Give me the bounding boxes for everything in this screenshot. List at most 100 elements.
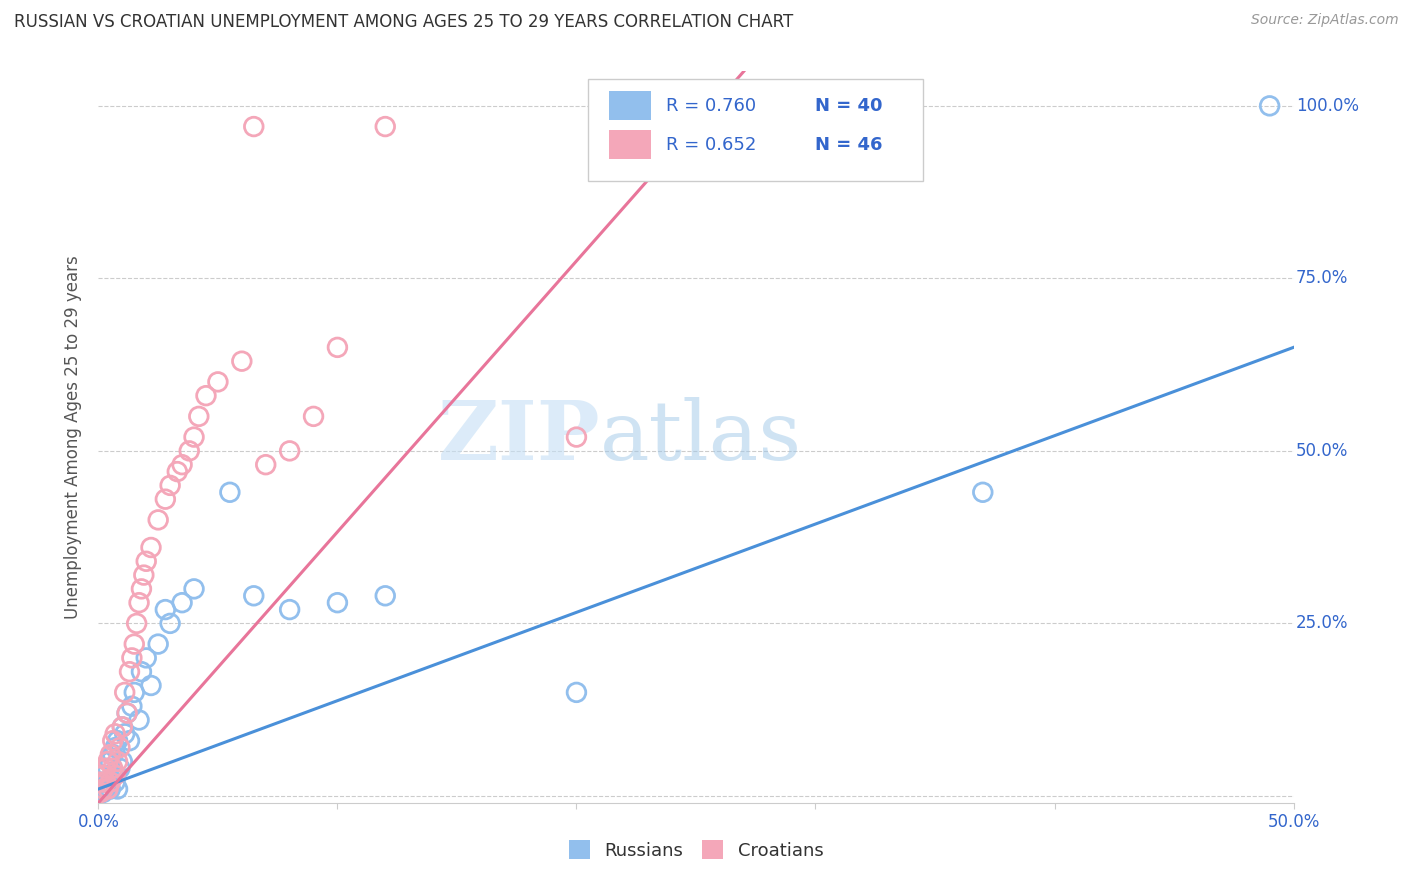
- Point: [90, 785, 112, 799]
- Point: [128, 596, 150, 610]
- Point: [326, 340, 349, 354]
- Point: [107, 782, 129, 797]
- Point: [231, 354, 253, 368]
- Point: [326, 596, 349, 610]
- Point: [91, 785, 114, 799]
- Point: [124, 685, 146, 699]
- Text: R = 0.760: R = 0.760: [666, 96, 756, 115]
- Point: [374, 120, 396, 134]
- Point: [139, 541, 162, 555]
- Point: [111, 755, 134, 769]
- Point: [111, 720, 134, 734]
- Point: [101, 733, 124, 747]
- Point: [101, 768, 124, 782]
- Point: [972, 485, 994, 500]
- Point: [98, 782, 122, 797]
- Point: [179, 443, 201, 458]
- Point: [104, 740, 127, 755]
- Point: [243, 120, 266, 134]
- Point: [131, 582, 153, 596]
- Point: [101, 747, 124, 762]
- Point: [91, 782, 114, 797]
- Point: [207, 375, 229, 389]
- Point: [124, 637, 146, 651]
- Point: [172, 596, 194, 610]
- Text: Source: ZipAtlas.com: Source: ZipAtlas.com: [1251, 13, 1399, 28]
- Point: [166, 465, 188, 479]
- Point: [254, 458, 277, 472]
- Point: [132, 568, 155, 582]
- Point: [108, 761, 131, 775]
- Y-axis label: Unemployment Among Ages 25 to 29 years: Unemployment Among Ages 25 to 29 years: [65, 255, 83, 619]
- Point: [94, 761, 117, 775]
- Point: [97, 761, 120, 775]
- Point: [90, 775, 112, 789]
- Point: [302, 409, 325, 424]
- Point: [94, 775, 117, 789]
- Point: [91, 775, 114, 789]
- Point: [91, 768, 114, 782]
- Point: [98, 747, 122, 762]
- Point: [374, 589, 396, 603]
- Point: [111, 720, 134, 734]
- Legend: Russians, Croatians: Russians, Croatians: [561, 833, 831, 867]
- Point: [128, 713, 150, 727]
- Point: [125, 616, 148, 631]
- Point: [94, 768, 117, 782]
- Point: [107, 755, 129, 769]
- Point: [98, 775, 122, 789]
- FancyBboxPatch shape: [589, 78, 922, 181]
- Text: 75.0%: 75.0%: [1296, 269, 1348, 287]
- Point: [565, 430, 588, 444]
- Text: atlas: atlas: [600, 397, 803, 477]
- Text: 25.0%: 25.0%: [1296, 615, 1348, 632]
- Point: [115, 706, 138, 720]
- Point: [278, 602, 301, 616]
- Point: [159, 478, 181, 492]
- Bar: [609, 130, 651, 159]
- Point: [94, 782, 117, 797]
- Point: [118, 733, 141, 747]
- Point: [148, 637, 170, 651]
- Point: [104, 775, 127, 789]
- Point: [97, 775, 120, 789]
- Point: [121, 699, 143, 714]
- Point: [187, 409, 209, 424]
- Point: [148, 513, 170, 527]
- Point: [135, 651, 157, 665]
- Point: [278, 443, 301, 458]
- Point: [107, 733, 129, 747]
- Point: [97, 755, 120, 769]
- Text: 50.0%: 50.0%: [1296, 442, 1348, 460]
- Point: [115, 706, 138, 720]
- Text: RUSSIAN VS CROATIAN UNEMPLOYMENT AMONG AGES 25 TO 29 YEARS CORRELATION CHART: RUSSIAN VS CROATIAN UNEMPLOYMENT AMONG A…: [14, 13, 793, 31]
- Text: R = 0.652: R = 0.652: [666, 136, 756, 153]
- Text: 100.0%: 100.0%: [1296, 97, 1360, 115]
- Point: [104, 727, 127, 741]
- Bar: [609, 91, 651, 120]
- Point: [135, 554, 157, 568]
- Text: N = 46: N = 46: [815, 136, 883, 153]
- Point: [97, 782, 120, 797]
- Point: [108, 740, 131, 755]
- Point: [121, 651, 143, 665]
- Point: [1258, 99, 1281, 113]
- Point: [565, 685, 588, 699]
- Point: [101, 761, 124, 775]
- Point: [155, 602, 177, 616]
- Point: [114, 727, 136, 741]
- Point: [219, 485, 242, 500]
- Point: [155, 492, 177, 507]
- Point: [114, 685, 136, 699]
- Point: [159, 616, 181, 631]
- Text: N = 40: N = 40: [815, 96, 883, 115]
- Point: [98, 755, 122, 769]
- Point: [183, 582, 205, 596]
- Point: [183, 430, 205, 444]
- Point: [243, 589, 266, 603]
- Text: ZIP: ZIP: [437, 397, 600, 477]
- Point: [90, 782, 112, 797]
- Point: [172, 458, 194, 472]
- Point: [131, 665, 153, 679]
- Point: [195, 389, 218, 403]
